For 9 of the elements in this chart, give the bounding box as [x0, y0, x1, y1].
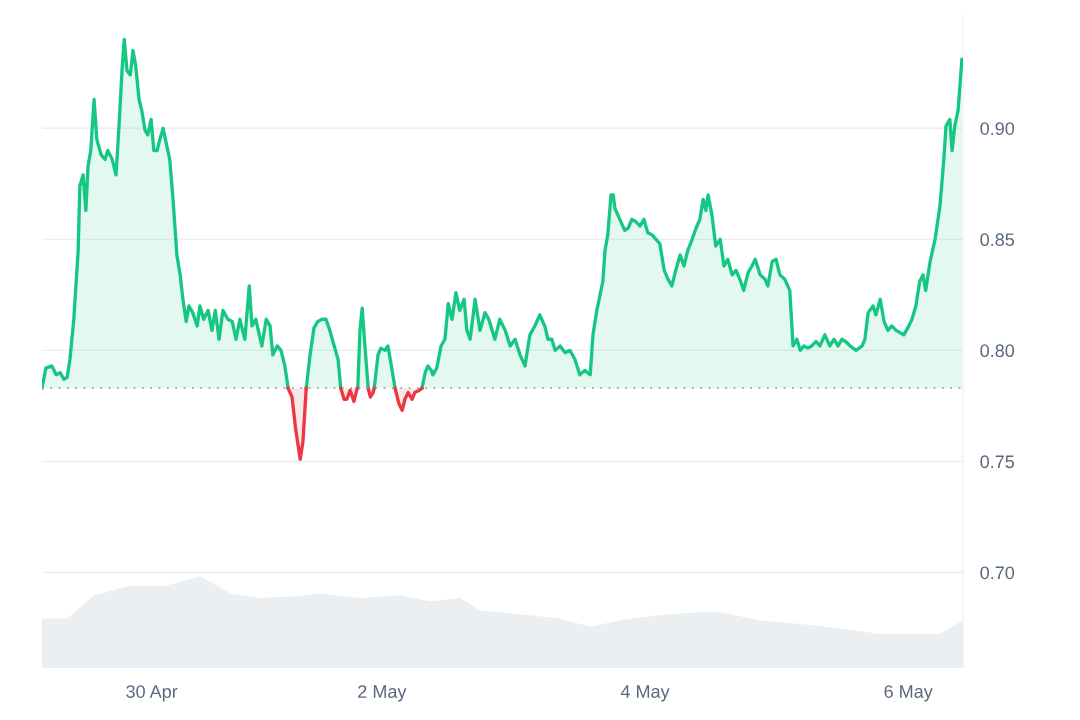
x-tick-label: 4 May: [620, 685, 670, 702]
y-tick-label: 0.70: [980, 566, 1015, 580]
x-tick-label: 2 May: [358, 685, 407, 702]
y-tick-label: 0.90: [980, 122, 1015, 135]
x-tick-label: 30 Apr: [126, 685, 178, 702]
y-tick-label: 0.85: [980, 233, 1015, 247]
y-tick-label: 0.80: [980, 344, 1015, 358]
x-tick-label: 6 May: [884, 685, 933, 702]
y-tick-label: 0.75: [980, 455, 1015, 469]
